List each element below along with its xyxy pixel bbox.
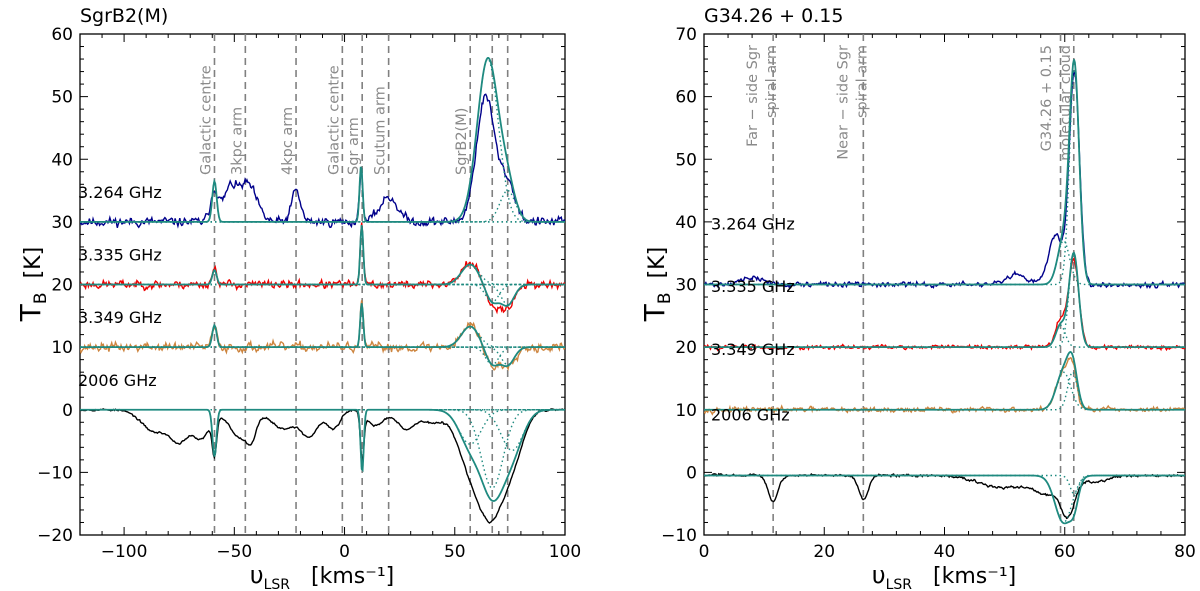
- annotation-label: spiral arm: [764, 45, 780, 118]
- fit-total: [704, 350, 1185, 411]
- right-xlabel-units: [kms⁻¹]: [933, 564, 1016, 589]
- annotation-label: Scutum arm: [373, 86, 389, 175]
- y-tick-label: −20: [37, 526, 73, 546]
- right-xlabel-main: υ: [872, 561, 886, 589]
- y-tick-label: 50: [51, 88, 73, 108]
- left-ylabel-units: [K]: [21, 247, 46, 279]
- left-xlabel-sub: LSR: [264, 577, 291, 591]
- y-tick-label: 10: [51, 338, 73, 358]
- fit-component: [80, 325, 565, 348]
- x-tick-label: 20: [813, 542, 835, 562]
- x-tick-label: 80: [1174, 542, 1196, 562]
- y-tick-label: 20: [51, 276, 73, 296]
- annotation-label: G34.26 + 0.15: [1039, 45, 1055, 151]
- fit-component: [80, 263, 565, 286]
- x-tick-label: 0: [339, 542, 350, 562]
- fit-total: [704, 474, 1185, 525]
- annotation-label: Sgr arm: [346, 117, 362, 175]
- spectrum-3-335-ghz: [704, 256, 1185, 352]
- fit-total: [704, 251, 1185, 349]
- annotation-label: Far − side Sgr: [745, 45, 761, 147]
- right-title: G34.26 + 0.15: [704, 5, 843, 27]
- y-tick-label: 30: [675, 276, 697, 296]
- fit-total: [80, 224, 565, 307]
- series-label: 3.335 GHz: [711, 277, 795, 296]
- svg-text:TB [K]: TB [K]: [14, 247, 51, 322]
- series-label: 2006 GHz: [711, 406, 790, 425]
- x-tick-label: 50: [444, 542, 466, 562]
- spectrum-2006-ghz: [704, 472, 1185, 520]
- spectrum-2006-ghz: [80, 408, 565, 524]
- series-label: 3.349 GHz: [78, 308, 162, 327]
- y-tick-label: 70: [675, 25, 697, 45]
- left-xlabel-main: υ: [250, 561, 264, 589]
- right-xlabel: υLSR [kms⁻¹]: [872, 561, 1017, 591]
- annotation-label: Near − side Sgr: [835, 45, 851, 160]
- left-ylabel: TB [K]: [14, 247, 51, 322]
- x-tick-label: 0: [699, 542, 710, 562]
- y-tick-label: −10: [661, 526, 697, 546]
- y-tick-label: 40: [51, 150, 73, 170]
- right-ylabel-sub: B: [655, 292, 675, 304]
- chart-marks: −100 −50 0 50 100−20−100102030405060Galactic…: [37, 25, 1196, 562]
- left-ylabel-main: T: [14, 303, 47, 322]
- series-label: 3.349 GHz: [711, 340, 795, 359]
- series-label: 2006 GHz: [78, 371, 157, 390]
- annotation-label: SgrB2(M): [454, 108, 470, 175]
- left-ylabel-sub: B: [31, 292, 51, 304]
- annotation-label: Galactic centre: [326, 65, 342, 175]
- y-tick-label: 30: [51, 213, 73, 233]
- annotation-label: Galactic centre: [198, 65, 214, 175]
- fit-component: [704, 371, 1185, 411]
- series-label: 3.335 GHz: [78, 246, 162, 265]
- plot-area: [80, 57, 565, 524]
- y-tick-label: 0: [686, 463, 697, 483]
- annotation-label: 4kpc arm: [280, 107, 296, 175]
- annotation-label: spiral arm: [854, 45, 870, 118]
- y-tick-label: 10: [675, 401, 697, 421]
- y-tick-label: 50: [675, 150, 697, 170]
- fit-total: [80, 303, 565, 368]
- x-tick-label: −50: [216, 542, 252, 562]
- y-tick-label: 20: [675, 338, 697, 358]
- plot-area: [704, 59, 1185, 525]
- right-ylabel-units: [K]: [645, 247, 670, 279]
- series-label: 3.264 GHz: [78, 183, 162, 202]
- fit-component: [704, 474, 1185, 524]
- x-tick-label: 100: [549, 542, 581, 562]
- fit-total: [80, 408, 565, 502]
- panel-left: −100 −50 0 50 100−20−100102030405060Galactic…: [37, 25, 581, 562]
- left-xlabel-units: [kms⁻¹]: [311, 564, 394, 589]
- y-tick-label: 0: [62, 401, 73, 421]
- annotation-label: 3kpc arm: [229, 107, 245, 175]
- y-tick-label: 60: [675, 88, 697, 108]
- fit-component: [80, 166, 565, 223]
- svg-text:TB [K]: TB [K]: [638, 247, 675, 322]
- fit-component: [80, 224, 565, 286]
- right-ylabel-main: T: [638, 303, 671, 322]
- x-tick-label: 60: [1054, 542, 1076, 562]
- y-tick-label: 40: [675, 213, 697, 233]
- series-label: 3.264 GHz: [711, 215, 795, 234]
- fit-total: [704, 59, 1185, 286]
- y-tick-label: −10: [37, 463, 73, 483]
- right-ylabel: TB [K]: [638, 247, 675, 322]
- fit-component: [704, 371, 1185, 411]
- x-tick-label: −100: [101, 542, 148, 562]
- fit-component: [80, 409, 565, 445]
- right-xlabel-sub: LSR: [886, 577, 913, 591]
- left-xlabel: υLSR [kms⁻¹]: [250, 561, 395, 591]
- y-tick-label: 60: [51, 25, 73, 45]
- fit-total: [80, 57, 565, 223]
- fit-component: [704, 252, 1185, 348]
- fit-component: [80, 409, 565, 489]
- left-title: SgrB2(M): [80, 5, 168, 27]
- x-tick-label: 40: [934, 542, 956, 562]
